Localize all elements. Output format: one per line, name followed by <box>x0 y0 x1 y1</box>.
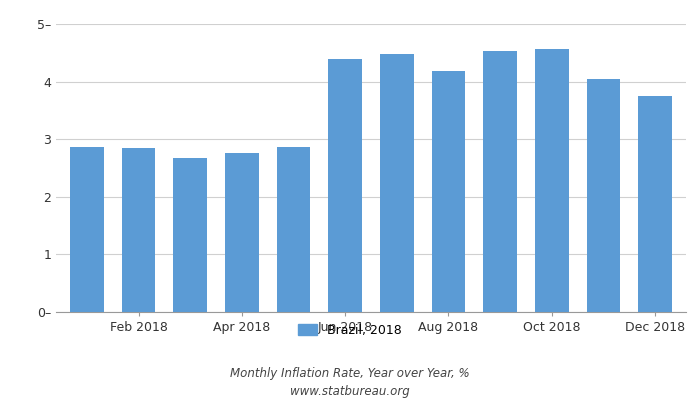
Bar <box>432 71 466 312</box>
Bar <box>380 54 414 312</box>
Legend: Brazil, 2018: Brazil, 2018 <box>293 319 407 342</box>
Bar <box>587 79 620 312</box>
Bar <box>328 59 362 312</box>
Bar <box>122 148 155 312</box>
Bar <box>174 158 207 312</box>
Bar <box>535 49 568 312</box>
Bar <box>483 51 517 312</box>
Bar <box>638 96 672 312</box>
Bar <box>225 153 259 312</box>
Bar <box>70 147 104 312</box>
Text: Monthly Inflation Rate, Year over Year, %: Monthly Inflation Rate, Year over Year, … <box>230 368 470 380</box>
Bar <box>276 147 310 312</box>
Text: www.statbureau.org: www.statbureau.org <box>290 386 410 398</box>
